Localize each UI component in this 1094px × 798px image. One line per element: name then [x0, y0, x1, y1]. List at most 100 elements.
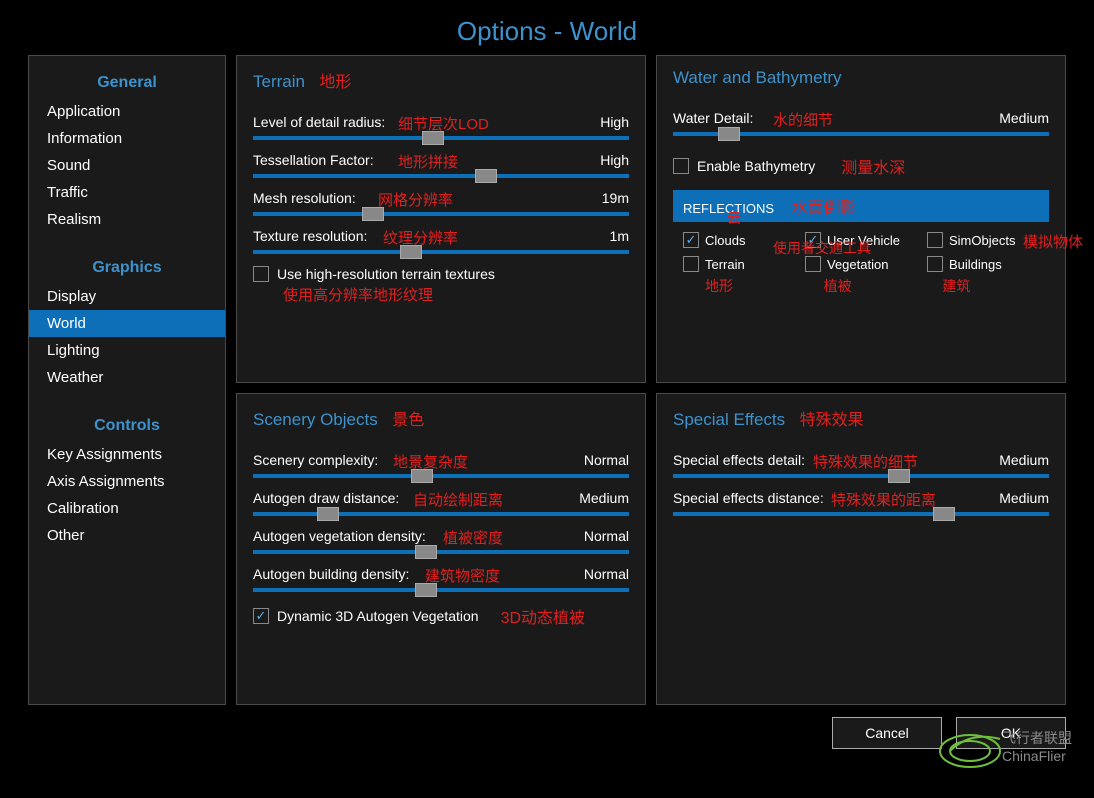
fx-distance-slider[interactable] — [673, 512, 1049, 516]
sidebar-item-application[interactable]: Application — [29, 98, 225, 125]
refl-vegetation-anno: 植被 — [802, 276, 921, 296]
sidebar-header-controls: Controls — [29, 409, 225, 441]
autogen-building-label: Autogen building density: — [253, 566, 409, 582]
water-detail-label: Water Detail: — [673, 110, 753, 126]
lod-slider[interactable] — [253, 136, 629, 140]
scenery-complexity-slider[interactable] — [253, 474, 629, 478]
fx-detail-slider[interactable] — [673, 474, 1049, 478]
autogen-draw-slider[interactable] — [253, 512, 629, 516]
texture-value: 1m — [610, 228, 629, 244]
reflections-anno-row: 地形 植被 建筑 — [673, 276, 1049, 296]
scenery-title-anno: 景色 — [392, 412, 424, 429]
tess-value: High — [600, 152, 629, 168]
refl-vegetation-checkbox[interactable] — [805, 256, 821, 272]
tess-anno: 地形拼接 — [398, 151, 458, 172]
mesh-slider[interactable] — [253, 212, 629, 216]
sidebar-item-axis-assignments[interactable]: Axis Assignments — [29, 468, 225, 495]
row-fx-detail: Special effects detail: 特殊效果的细节 Medium — [673, 452, 1049, 468]
bathymetry-checkbox[interactable] — [673, 158, 689, 174]
autogen-veg-value: Normal — [584, 528, 629, 544]
sidebar-item-sound[interactable]: Sound — [29, 152, 225, 179]
effects-title-anno: 特殊效果 — [800, 412, 864, 429]
tess-slider[interactable] — [253, 174, 629, 178]
refl-buildings-checkbox[interactable] — [927, 256, 943, 272]
row-autogen-veg: Autogen vegetation density: 植被密度 Normal — [253, 528, 629, 544]
refl-buildings: Buildings — [927, 256, 1039, 272]
effects-title: Special Effects — [673, 410, 785, 430]
refl-terrain: Terrain — [683, 256, 795, 272]
bathymetry-anno: 测量水深 — [841, 154, 905, 178]
sidebar-item-weather[interactable]: Weather — [29, 364, 225, 391]
sidebar-item-display[interactable]: Display — [29, 283, 225, 310]
row-tess: Tessellation Factor: 地形拼接 High — [253, 152, 629, 168]
autogen-veg-anno: 植被密度 — [443, 527, 503, 548]
panel-effects: Special Effects 特殊效果 Special effects det… — [656, 393, 1066, 706]
sidebar-item-calibration[interactable]: Calibration — [29, 495, 225, 522]
panel-terrain: Terrain 地形 Level of detail radius: 细节层次L… — [236, 55, 646, 383]
water-detail-anno: 水的细节 — [773, 109, 833, 130]
sidebar-item-lighting[interactable]: Lighting — [29, 337, 225, 364]
texture-label: Texture resolution: — [253, 228, 367, 244]
reflections-header-anno: 水面倒影 — [792, 200, 856, 217]
page-title: Options - World — [0, 0, 1094, 55]
main-content: General Application Information Sound Tr… — [0, 55, 1094, 705]
panel-water: Water and Bathymetry Water Detail: 水的细节 … — [656, 55, 1066, 383]
sidebar-item-world[interactable]: World — [29, 310, 225, 337]
sidebar-item-other[interactable]: Other — [29, 522, 225, 549]
sidebar-item-traffic[interactable]: Traffic — [29, 179, 225, 206]
refl-simobjects: SimObjects 模拟物体 — [927, 232, 1039, 248]
refl-clouds-checkbox[interactable] — [683, 232, 699, 248]
mesh-value: 19m — [602, 190, 629, 206]
terrain-title-anno: 地形 — [319, 74, 351, 91]
refl-buildings-anno: 建筑 — [920, 276, 1039, 296]
hires-textures-label: Use high-resolution terrain textures — [277, 266, 495, 282]
refl-terrain-anno: 地形 — [683, 276, 802, 296]
sidebar-header-general: General — [29, 66, 225, 98]
hires-textures-anno: 使用高分辨率地形纹理 — [283, 284, 629, 305]
sidebar-header-graphics: Graphics — [29, 251, 225, 283]
lod-value: High — [600, 114, 629, 130]
autogen-draw-anno: 自动绘制距离 — [413, 489, 503, 510]
panel-scenery: Scenery Objects 景色 Scenery complexity: 地… — [236, 393, 646, 706]
sidebar: General Application Information Sound Tr… — [28, 55, 226, 705]
sidebar-item-key-assignments[interactable]: Key Assignments — [29, 441, 225, 468]
refl-terrain-label: Terrain — [705, 257, 745, 272]
scenery-complexity-label: Scenery complexity: — [253, 452, 378, 468]
texture-slider[interactable] — [253, 250, 629, 254]
mesh-anno: 网格分辨率 — [378, 189, 453, 210]
autogen-building-value: Normal — [584, 566, 629, 582]
refl-simobjects-anno: 模拟物体 — [1023, 231, 1083, 252]
refl-simobjects-checkbox[interactable] — [927, 232, 943, 248]
dynamic-veg-label: Dynamic 3D Autogen Vegetation — [277, 608, 479, 624]
sidebar-item-information[interactable]: Information — [29, 125, 225, 152]
fx-distance-anno: 特殊效果的距离 — [831, 489, 936, 510]
autogen-veg-slider[interactable] — [253, 550, 629, 554]
refl-terrain-checkbox[interactable] — [683, 256, 699, 272]
terrain-title: Terrain — [253, 72, 305, 92]
panels-grid: Terrain 地形 Level of detail radius: 细节层次L… — [236, 55, 1066, 705]
row-texture: Texture resolution: 纹理分辨率 1m — [253, 228, 629, 244]
row-fx-distance: Special effects distance: 特殊效果的距离 Medium — [673, 490, 1049, 506]
tess-label: Tessellation Factor: — [253, 152, 374, 168]
autogen-veg-label: Autogen vegetation density: — [253, 528, 426, 544]
autogen-draw-value: Medium — [579, 490, 629, 506]
cancel-button[interactable]: Cancel — [832, 717, 942, 749]
autogen-building-slider[interactable] — [253, 588, 629, 592]
row-autogen-draw: Autogen draw distance: 自动绘制距离 Medium — [253, 490, 629, 506]
fx-distance-label: Special effects distance: — [673, 490, 824, 506]
hires-textures-checkbox[interactable] — [253, 266, 269, 282]
user-vehicle-anno: 使用者交通工具 — [773, 238, 871, 258]
scenery-title: Scenery Objects — [253, 410, 378, 430]
ok-button[interactable]: OK — [956, 717, 1066, 749]
fx-detail-label: Special effects detail: — [673, 452, 805, 468]
water-detail-slider[interactable] — [673, 132, 1049, 136]
dynamic-veg-anno: 3D动态植被 — [501, 604, 585, 628]
sidebar-item-realism[interactable]: Realism — [29, 206, 225, 233]
row-scenery-complexity: Scenery complexity: 地景复杂度 Normal — [253, 452, 629, 468]
dynamic-veg-checkbox[interactable] — [253, 608, 269, 624]
mesh-label: Mesh resolution: — [253, 190, 356, 206]
row-water-detail: Water Detail: 水的细节 Medium — [673, 110, 1049, 126]
water-detail-value: Medium — [999, 110, 1049, 126]
bathymetry-row: Enable Bathymetry 测量水深 — [673, 154, 1049, 178]
dynamic-veg-row: Dynamic 3D Autogen Vegetation 3D动态植被 — [253, 604, 629, 628]
